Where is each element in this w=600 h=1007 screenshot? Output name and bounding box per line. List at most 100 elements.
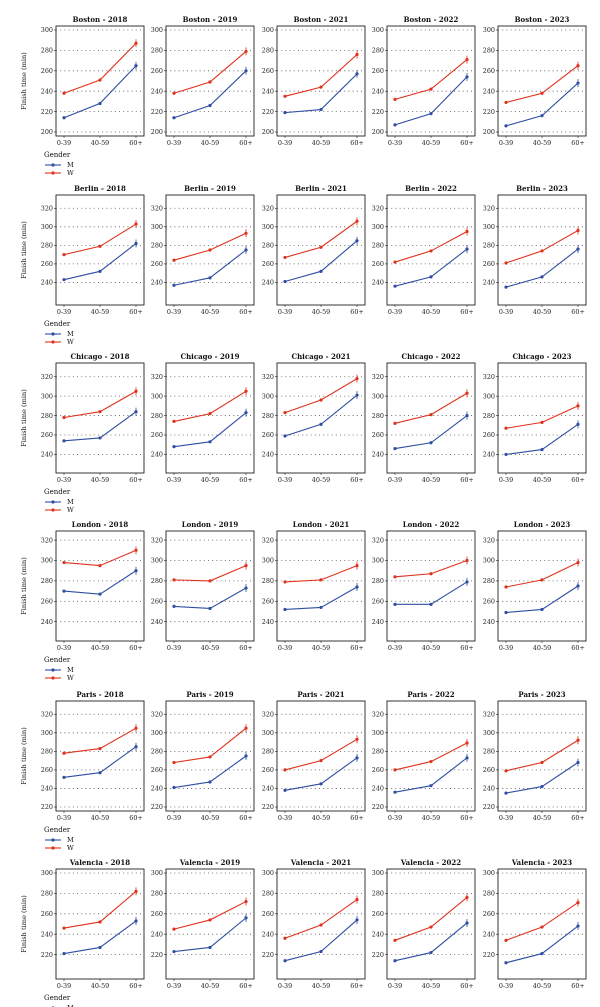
- panel-title: London - 2023: [514, 520, 571, 529]
- x-tick-label: 60+: [350, 308, 364, 316]
- panel-title: Berlin - 2023: [516, 184, 568, 193]
- y-tick-label: 260: [483, 766, 495, 774]
- y-tick-label: 320: [41, 710, 53, 718]
- data-point: [244, 899, 248, 904]
- y-tick-label: 300: [262, 869, 274, 877]
- data-point: [355, 737, 359, 741]
- data-point: [429, 413, 433, 417]
- legend-marker: [51, 508, 55, 512]
- data-point: [172, 258, 176, 262]
- legend-marker: [51, 668, 55, 672]
- y-tick-label: 240: [483, 87, 495, 95]
- data-point: [355, 393, 359, 397]
- series-line: [63, 65, 137, 119]
- x-tick-label: 60+: [350, 139, 364, 147]
- panel-frame: [55, 362, 145, 474]
- y-tick-label: 280: [262, 47, 274, 55]
- x-tick-label: 0-39: [499, 476, 513, 484]
- x-tick-label: 40-59: [422, 644, 440, 652]
- series-line: [394, 897, 468, 941]
- chart-panel: Boston - 2023 200 220 240 260 280 300 0-39 40-59…: [483, 15, 587, 147]
- data-point: [62, 751, 66, 755]
- data-point: [429, 249, 433, 253]
- data-point: [393, 260, 397, 264]
- chart-panel: London - 2021 240 260 280 300 320 0-39 40-59 60+: [262, 520, 366, 652]
- data-point: [172, 785, 176, 790]
- x-tick-label: 60+: [460, 982, 474, 990]
- data-point: [429, 950, 433, 955]
- y-tick-label: 260: [372, 598, 384, 606]
- y-tick-label: 280: [262, 890, 274, 898]
- x-tick-label: 60+: [350, 814, 364, 822]
- y-tick-label: 300: [372, 557, 384, 565]
- data-point: [465, 580, 469, 584]
- data-point: [319, 107, 323, 112]
- data-point: [576, 422, 580, 426]
- y-tick-label: 300: [372, 869, 384, 877]
- data-point: [429, 275, 433, 279]
- series-line: [505, 405, 579, 429]
- chart-panel: Valencia - 2022 220 240 260 280 300 0-39 40-59 6…: [372, 858, 476, 990]
- series-line: [505, 230, 579, 264]
- data-point: [355, 239, 359, 243]
- y-tick-label: 260: [372, 766, 384, 774]
- series-line: [394, 59, 468, 100]
- y-tick-label: 240: [151, 279, 163, 287]
- data-point: [62, 589, 66, 593]
- panel-title: Valencia - 2018: [69, 858, 130, 867]
- data-point: [208, 945, 212, 950]
- y-tick-label: 280: [262, 412, 274, 420]
- data-point: [319, 949, 323, 954]
- data-point: [504, 285, 508, 289]
- panel-title: Berlin - 2021: [295, 184, 347, 193]
- data-point: [393, 790, 397, 794]
- chart-panel: Boston - 2022 200 220 240 260 280 300 0-39 40-59…: [372, 15, 476, 147]
- y-tick-label: 300: [41, 26, 53, 34]
- data-point: [576, 584, 580, 588]
- y-tick-label: 260: [41, 598, 53, 606]
- data-point: [576, 560, 580, 565]
- y-tick-label: 240: [262, 785, 274, 793]
- data-point: [393, 575, 397, 579]
- panel-title: Boston - 2022: [404, 15, 459, 24]
- data-point: [465, 247, 469, 251]
- chart-panel: Valencia - 2018 220 240 260 280 300 0-39 40-59 6…: [41, 858, 145, 990]
- y-tick-label: 300: [262, 557, 274, 565]
- series-line: [284, 899, 358, 939]
- y-tick-label: 300: [151, 869, 163, 877]
- x-tick-label: 60+: [129, 644, 143, 652]
- data-point: [244, 916, 248, 920]
- data-point: [244, 411, 248, 415]
- legend-marker: [51, 332, 55, 336]
- y-tick-label: 240: [151, 930, 163, 938]
- y-tick-label: 320: [41, 204, 53, 212]
- x-tick-label: 60+: [460, 139, 474, 147]
- data-point: [172, 578, 176, 582]
- series-line: [63, 223, 137, 256]
- data-point: [540, 447, 544, 452]
- data-point: [540, 951, 544, 956]
- data-point: [98, 771, 102, 775]
- x-tick-label: 0-39: [278, 814, 292, 822]
- y-tick-label: 320: [151, 373, 163, 381]
- y-tick-label: 240: [41, 930, 53, 938]
- data-point: [62, 278, 66, 282]
- data-point: [319, 422, 323, 426]
- data-point: [134, 745, 138, 749]
- x-tick-label: 40-59: [312, 139, 330, 147]
- data-point: [576, 924, 580, 928]
- data-point: [208, 276, 212, 280]
- y-tick-label: 280: [41, 47, 53, 55]
- data-point: [355, 219, 359, 223]
- chart-panel: Paris - 2018 220 240 260 280 300 320 0-39 40-59 6…: [41, 690, 145, 822]
- y-tick-label: 280: [151, 47, 163, 55]
- legend-title: Gender: [44, 151, 71, 159]
- data-point: [540, 420, 544, 424]
- data-point: [465, 57, 469, 62]
- data-point: [244, 564, 248, 568]
- series-line: [395, 581, 468, 605]
- y-tick-label: 260: [151, 766, 163, 774]
- y-tick-label: 320: [372, 373, 384, 381]
- data-point: [98, 920, 102, 924]
- data-point: [319, 398, 323, 402]
